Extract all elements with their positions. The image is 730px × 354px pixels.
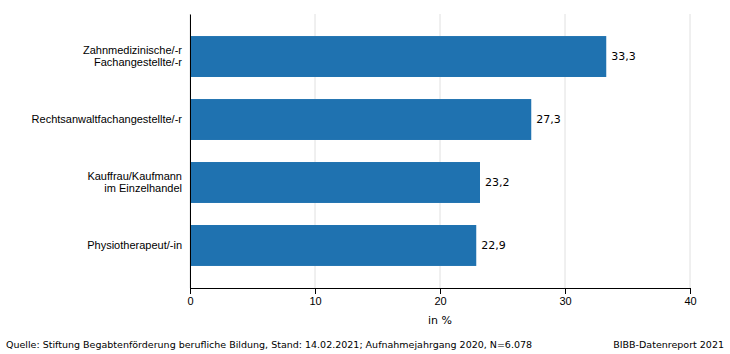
- y-tick: Physiotherapeut/-in: [87, 239, 182, 251]
- x-tick-mark: [565, 288, 566, 294]
- data-label: 23,2: [485, 176, 510, 189]
- footer-note: BIBB-Datenreport 2021: [613, 339, 724, 350]
- x-tick-label: 10: [309, 295, 321, 307]
- y-tick-label: Zahnmedizinische/-rFachangestellte/-r: [83, 44, 182, 69]
- chart: 22,9 23,2 27,3 33,3 0 10 20 30 40 Physiotherapeut…: [0, 0, 730, 354]
- x-tick: 0: [187, 288, 193, 307]
- bar: [190, 36, 606, 77]
- bar: [190, 225, 476, 266]
- data-label: 33,3: [611, 50, 636, 63]
- x-axis: 0 10 20 30 40: [187, 288, 696, 307]
- data-label: 27,3: [536, 113, 561, 126]
- footer-note: Quelle: Stiftung Begabtenförderung beruf…: [6, 339, 532, 350]
- y-tick-label-line: im Einzelhandel: [104, 182, 182, 194]
- x-axis-line: [191, 289, 691, 295]
- x-tick-mark: [190, 288, 191, 294]
- plot: 22,9 23,2 27,3 33,3 0 10 20 30 40 Physiotherapeut…: [32, 14, 697, 327]
- x-tick-mark: [315, 288, 316, 294]
- x-tick-mark: [440, 288, 441, 294]
- y-tick-label-line: Kauffrau/Kaufmann: [87, 170, 182, 182]
- grid-line: [190, 14, 191, 288]
- y-tick-label-line: Physiotherapeut/-in: [87, 239, 182, 251]
- x-tick-mark: [690, 288, 691, 294]
- y-tick-label-line: Rechtsanwaltfachangestellte/-r: [32, 113, 183, 125]
- bars: [190, 36, 606, 266]
- data-label: 22,9: [481, 239, 506, 252]
- x-tick: 30: [559, 288, 571, 307]
- grid: [190, 14, 690, 288]
- y-tick-label-line: Zahnmedizinische/-r: [83, 44, 182, 56]
- y-tick: Zahnmedizinische/-rFachangestellte/-r: [83, 44, 182, 69]
- x-axis-title: in %: [428, 314, 452, 327]
- y-tick: Rechtsanwaltfachangestellte/-r: [32, 113, 183, 125]
- y-tick-label: Kauffrau/Kaufmannim Einzelhandel: [87, 170, 182, 195]
- data-labels: 22,9 23,2 27,3 33,3: [481, 50, 636, 252]
- y-tick-label-line: Fachangestellte/-r: [94, 56, 182, 68]
- x-tick: 10: [309, 288, 321, 307]
- bar: [190, 162, 480, 203]
- x-tick-label: 30: [559, 295, 571, 307]
- y-tick: Kauffrau/Kaufmannim Einzelhandel: [87, 170, 182, 195]
- x-tick-label: 0: [187, 295, 193, 307]
- grid-line: [690, 14, 691, 288]
- y-tick-label: Rechtsanwaltfachangestellte/-r: [32, 113, 183, 125]
- bar: [190, 99, 531, 140]
- y-tick-label: Physiotherapeut/-in: [87, 239, 182, 251]
- x-tick: 40: [684, 288, 696, 307]
- y-axis-line: [190, 15, 191, 289]
- x-tick-label: 40: [684, 295, 696, 307]
- x-tick-label: 20: [434, 295, 446, 307]
- y-axis: Physiotherapeut/-in Kauffrau/Kaufmannim E…: [32, 15, 191, 289]
- x-tick: 20: [434, 288, 446, 307]
